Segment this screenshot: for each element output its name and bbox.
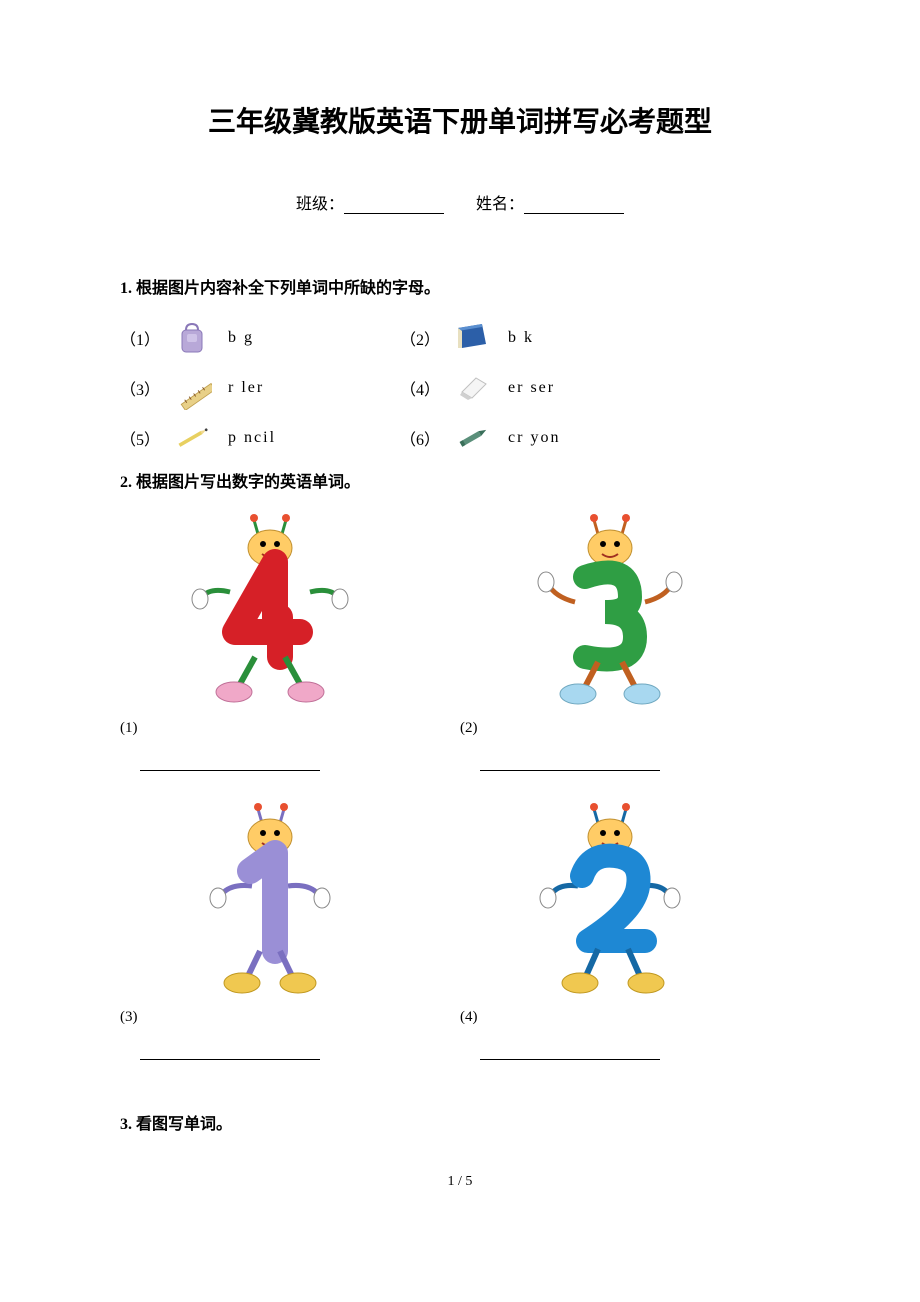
q2-grid: (1) (120, 512, 800, 1090)
q1-item: （4） er ser (400, 368, 680, 408)
q1-row-1: （1） b g （2） b k (120, 318, 800, 358)
crayon-icon (452, 418, 492, 458)
number-1-figure (170, 801, 370, 1001)
q1-num: （4） (400, 376, 440, 400)
q1-word: b g (228, 329, 254, 347)
eraser-icon (452, 368, 492, 408)
q2-label: (1) (120, 720, 138, 737)
name-blank (524, 198, 624, 214)
q1-word: p ncil (228, 429, 276, 447)
q2-label: (2) (460, 720, 478, 737)
page-title: 三年级冀教版英语下册单词拼写必考题型 (120, 100, 800, 140)
answer-blank (140, 755, 320, 771)
q1-num: （3） (120, 376, 160, 400)
answer-blank (480, 1044, 660, 1060)
q1-num: （6） (400, 426, 440, 450)
name-label: 姓名： (476, 196, 524, 213)
q2-heading: 2. 根据图片写出数字的英语单词。 (120, 468, 800, 492)
q2-cell: (2) (460, 512, 800, 771)
q1-word: r ler (228, 379, 264, 397)
pencil-icon (172, 418, 212, 458)
answer-blank (480, 755, 660, 771)
q2-label: (4) (460, 1009, 478, 1026)
q1-num: （2） (400, 326, 440, 350)
q2-cell: (3) (120, 801, 460, 1060)
answer-blank (140, 1044, 320, 1060)
q2-cell: (1) (120, 512, 460, 771)
q1-heading: 1. 根据图片内容补全下列单词中所缺的字母。 (120, 274, 800, 298)
q1-word: b k (508, 329, 534, 347)
number-4-figure (170, 512, 370, 712)
q1-item: （6） cr yon (400, 418, 680, 458)
q1-item: （5） p ncil (120, 418, 400, 458)
q2-label: (3) (120, 1009, 138, 1026)
ruler-icon (172, 368, 212, 408)
q1-row-3: （5） p ncil （6） cr yon (120, 418, 800, 458)
book-icon (452, 318, 492, 358)
q1-item: （2） b k (400, 318, 680, 358)
class-blank (344, 198, 444, 214)
number-3-figure (510, 512, 710, 712)
header-line: 班级： 姓名： (120, 190, 800, 214)
q3-heading: 3. 看图写单词。 (120, 1110, 800, 1134)
page-number: 1 / 5 (120, 1174, 800, 1190)
q1-word: cr yon (508, 429, 560, 447)
q1-num: （1） (120, 326, 160, 350)
q1-item: （3） r ler (120, 368, 400, 408)
bag-icon (172, 318, 212, 358)
q2-cell: (4) (460, 801, 800, 1060)
number-2-figure (510, 801, 710, 1001)
q1-row-2: （3） r ler （4） er ser (120, 368, 800, 408)
q1-item: （1） b g (120, 318, 400, 358)
q1-num: （5） (120, 426, 160, 450)
class-label: 班级： (296, 196, 344, 213)
q1-word: er ser (508, 379, 555, 397)
